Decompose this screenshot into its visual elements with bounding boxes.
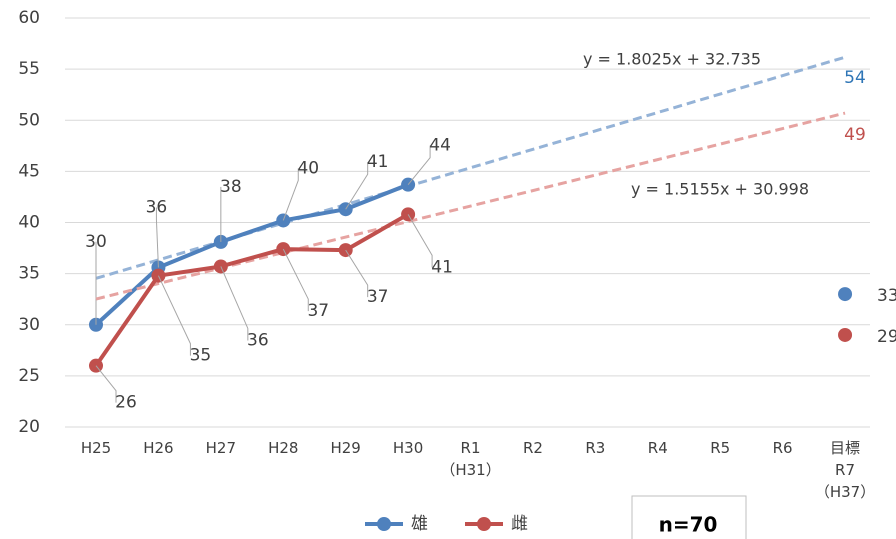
trendline-equation: y = 1.8025x + 32.735 xyxy=(583,50,761,69)
series-line xyxy=(94,182,409,327)
y-tick-label: 55 xyxy=(18,59,40,79)
y-tick-label: 30 xyxy=(18,315,40,335)
data-label: 29 xyxy=(877,327,896,347)
y-tick-label: 20 xyxy=(18,417,40,437)
leader-line xyxy=(220,266,249,341)
leader-line xyxy=(345,249,369,298)
data-label: 30 xyxy=(85,232,107,252)
leader-line xyxy=(407,145,431,185)
trendline-equation: y = 1.5155x + 30.998 xyxy=(631,180,809,199)
data-label: 40 xyxy=(297,158,319,178)
y-tick-label: 45 xyxy=(18,161,40,181)
data-label: 35 xyxy=(190,346,212,366)
data-label: 38 xyxy=(220,177,242,197)
x-tick-label: H30 xyxy=(392,439,424,457)
x-tick-label: R1 （H31） xyxy=(440,439,501,479)
data-label: 41 xyxy=(431,257,453,277)
y-tick-label: 35 xyxy=(18,264,40,284)
data-label: 36 xyxy=(247,330,269,350)
series-line xyxy=(94,212,410,367)
leader-line xyxy=(95,365,117,403)
legend-label: 雄 xyxy=(411,514,428,534)
legend-label: 雌 xyxy=(511,514,528,534)
y-tick-label: 50 xyxy=(18,110,40,130)
annotation: n=70 xyxy=(659,513,718,537)
x-tick-label: H26 xyxy=(143,439,174,457)
data-point xyxy=(338,243,353,258)
trendline xyxy=(95,111,846,301)
y-tick-label: 25 xyxy=(18,366,40,386)
data-label: 44 xyxy=(429,136,451,156)
data-label: 37 xyxy=(307,301,329,321)
y-tick-label: 40 xyxy=(18,213,40,233)
trendline-end-label: 54 xyxy=(844,68,866,88)
data-point xyxy=(838,327,853,342)
x-tick-label: 目標 R7 （H37） xyxy=(814,439,876,501)
leader-line xyxy=(407,214,433,268)
data-point xyxy=(838,287,853,302)
x-tick-label: H25 xyxy=(80,439,112,457)
x-tick-label: H27 xyxy=(205,439,237,457)
x-tick-label: H29 xyxy=(330,439,361,457)
data-label: 33 xyxy=(877,286,896,306)
leader-line xyxy=(157,275,191,356)
x-tick-label: R3 xyxy=(585,439,606,457)
leader-line xyxy=(282,248,309,312)
annotation-box xyxy=(631,495,747,539)
data-label: 37 xyxy=(367,287,389,307)
data-label: 36 xyxy=(146,197,168,217)
leader-line xyxy=(155,207,159,268)
leader-line xyxy=(345,162,369,210)
x-tick-label: R6 xyxy=(772,439,793,457)
data-label: 26 xyxy=(115,393,137,413)
x-tick-label: R4 xyxy=(647,439,668,457)
x-tick-label: R2 xyxy=(522,439,543,457)
x-tick-label: H28 xyxy=(268,439,299,457)
legend-marker xyxy=(377,517,391,531)
y-tick-label: 60 xyxy=(18,8,40,28)
x-tick-label: R5 xyxy=(710,439,731,457)
legend-marker xyxy=(477,517,491,531)
leader-line xyxy=(282,168,299,221)
trendline-end-label: 49 xyxy=(844,125,866,145)
data-label: 41 xyxy=(367,152,389,172)
